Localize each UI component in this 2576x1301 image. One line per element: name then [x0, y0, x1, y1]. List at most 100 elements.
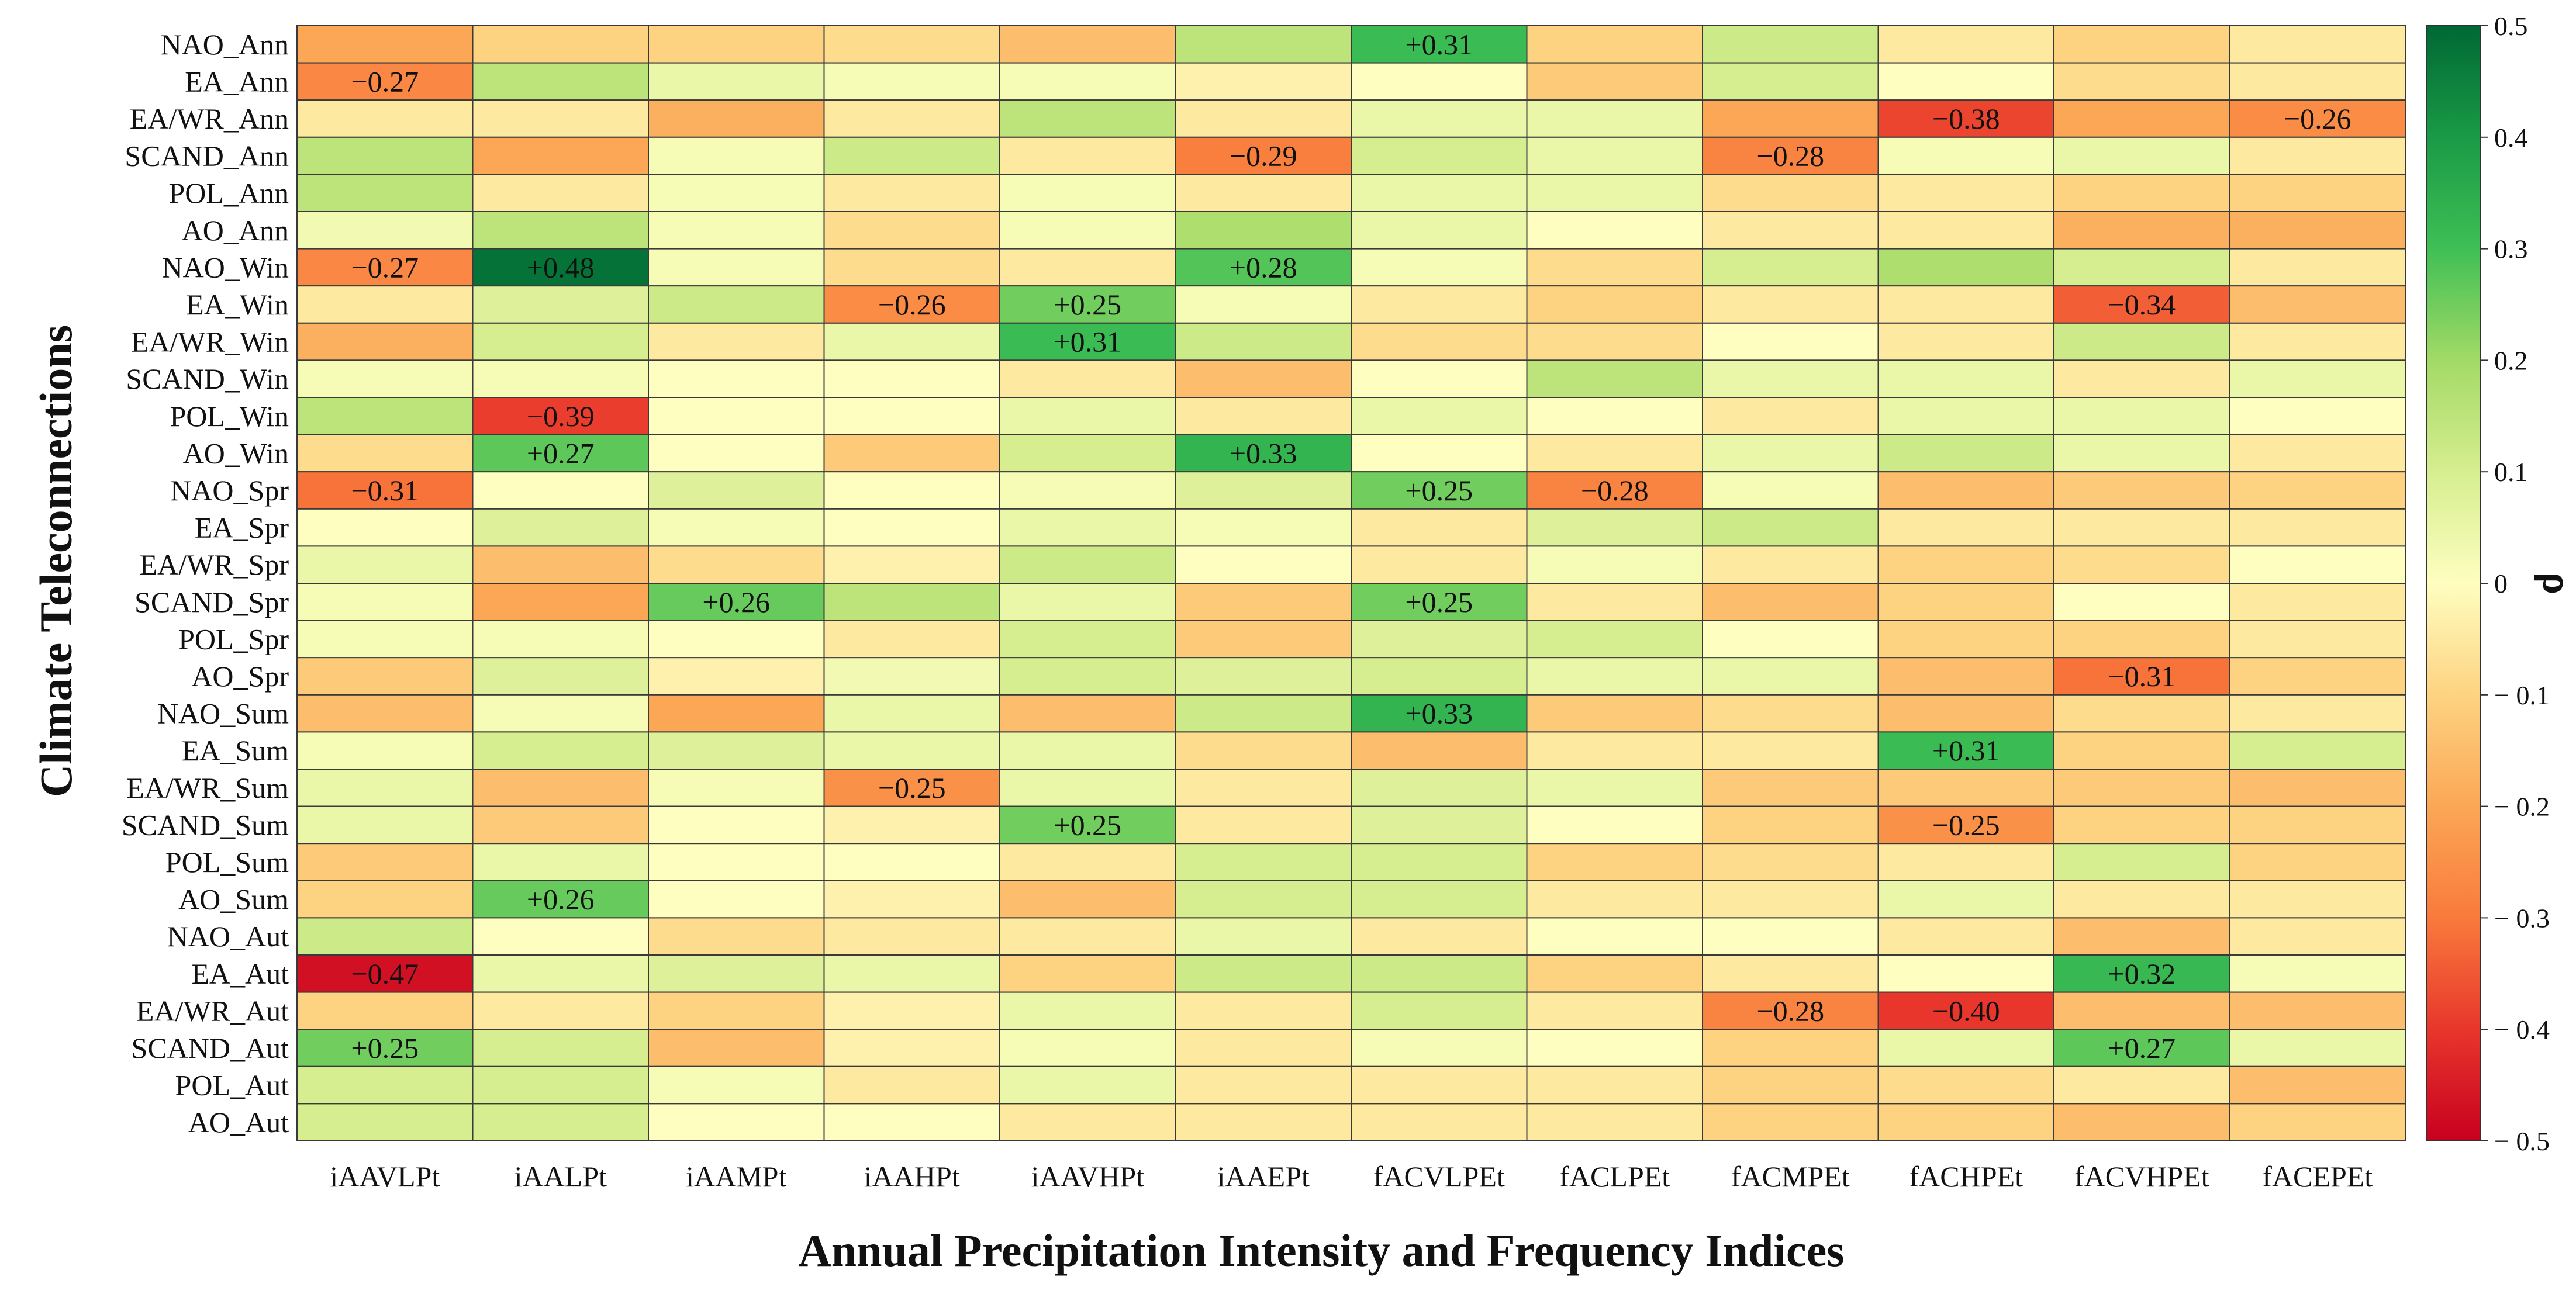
y-tick-label: EA/WR_Win — [131, 326, 289, 358]
heatmap-cell — [1703, 1103, 1879, 1141]
heatmap-cell — [2230, 583, 2406, 621]
colorbar-tick-label: 0 — [2494, 569, 2508, 598]
heatmap-cell — [1527, 397, 1703, 435]
cell-value-label: +0.26 — [702, 586, 770, 618]
heatmap-cell — [1176, 732, 1352, 769]
y-tick-label: AO_Sum — [178, 883, 289, 916]
cell-value-label: +0.27 — [527, 437, 595, 469]
heatmap-cell — [824, 137, 1000, 175]
heatmap-cell — [824, 63, 1000, 101]
heatmap-cell — [1351, 918, 1527, 955]
heatmap-cell — [1527, 1029, 1703, 1067]
heatmap-cell — [1000, 174, 1176, 212]
heatmap-cell — [1176, 286, 1352, 323]
cell-value-label: +0.28 — [1230, 251, 1297, 283]
heatmap-cell — [648, 397, 824, 435]
heatmap-cell — [2230, 1029, 2406, 1067]
heatmap-cell — [1351, 212, 1527, 249]
heatmap-cell — [648, 63, 824, 101]
heatmap-cell — [297, 546, 473, 583]
heatmap-cell — [473, 807, 649, 844]
x-tick-label: fACEPEt — [2262, 1160, 2373, 1193]
heatmap-cell — [2054, 509, 2230, 546]
heatmap-cell — [1879, 1103, 2054, 1141]
cell-value-label: +0.25 — [351, 1032, 419, 1064]
x-tick-label: iAAEPt — [1217, 1160, 1310, 1193]
y-tick-label: SCAND_Aut — [132, 1032, 289, 1064]
y-tick-label: EA/WR_Ann — [130, 102, 289, 135]
heatmap-cell — [1703, 881, 1879, 918]
heatmap-cell — [648, 1067, 824, 1104]
heatmap-cell — [1703, 323, 1879, 361]
y-tick-label: NAO_Spr — [170, 474, 289, 507]
heatmap-cell — [2230, 397, 2406, 435]
heatmap-cell — [824, 323, 1000, 361]
heatmap-cell — [297, 286, 473, 323]
heatmap-cell — [648, 1029, 824, 1067]
heatmap-cell — [1703, 1067, 1879, 1104]
cell-value-label: −0.31 — [2108, 660, 2176, 693]
heatmap-cell — [473, 360, 649, 397]
heatmap-cell — [824, 435, 1000, 472]
colorbar-tick-label: − 0.1 — [2494, 680, 2550, 710]
y-tick-label: AO_Ann — [182, 214, 289, 247]
heatmap-cell — [2054, 249, 2230, 286]
heatmap-cell — [1703, 658, 1879, 695]
heatmap-cell — [1703, 918, 1879, 955]
heatmap-cell — [297, 881, 473, 918]
heatmap-cell — [648, 992, 824, 1030]
heatmap-cell — [1000, 881, 1176, 918]
colorbar-tick-label: 0.1 — [2494, 457, 2528, 487]
colorbar-tick-label: − 0.4 — [2494, 1015, 2550, 1044]
heatmap-cell — [1527, 323, 1703, 361]
heatmap-cell — [1176, 174, 1352, 212]
heatmap-cell — [1351, 249, 1527, 286]
heatmap-cell — [648, 843, 824, 881]
y-tick-label: EA_Aut — [191, 957, 289, 990]
heatmap-cell — [1527, 918, 1703, 955]
heatmap-cell — [1527, 807, 1703, 844]
heatmap-cell — [2054, 100, 2230, 137]
heatmap-cell — [1000, 546, 1176, 583]
heatmap-cell — [1351, 397, 1527, 435]
x-tick-label: iAAVHPt — [1031, 1160, 1144, 1193]
heatmap-cell — [1000, 137, 1176, 175]
heatmap-cell — [1000, 212, 1176, 249]
heatmap-cell — [1703, 769, 1879, 807]
y-tick-label: AO_Spr — [191, 660, 289, 693]
heatmap-cell — [2054, 63, 2230, 101]
heatmap-cells — [297, 26, 2405, 1141]
heatmap-cell — [1879, 769, 2054, 807]
heatmap-cell — [297, 174, 473, 212]
heatmap-cell — [297, 435, 473, 472]
y-tick-label: POL_Win — [170, 400, 289, 432]
heatmap-cell — [1879, 843, 2054, 881]
heatmap-cell — [1703, 249, 1879, 286]
cell-value-label: −0.27 — [351, 65, 419, 98]
x-tick-label: fACLPEt — [1559, 1160, 1670, 1193]
cell-value-label: −0.40 — [1932, 994, 2000, 1027]
heatmap-cell — [2230, 212, 2406, 249]
y-tick-label: EA_Win — [186, 288, 289, 321]
heatmap-cell — [2230, 843, 2406, 881]
heatmap-cell — [1703, 397, 1879, 435]
heatmap-cell — [1351, 286, 1527, 323]
heatmap-cell — [1527, 658, 1703, 695]
heatmap-cell — [1703, 621, 1879, 658]
cell-value-label: −0.28 — [1756, 994, 1824, 1027]
heatmap-cell — [2230, 955, 2406, 992]
heatmap-cell — [1176, 807, 1352, 844]
heatmap-cell — [473, 732, 649, 769]
heatmap-cell — [2230, 1067, 2406, 1104]
heatmap-cell — [1000, 397, 1176, 435]
heatmap-cell — [1879, 26, 2054, 63]
heatmap-cell — [2054, 695, 2230, 732]
heatmap-cell — [2230, 769, 2406, 807]
heatmap-cell — [473, 1103, 649, 1141]
heatmap-cell — [1703, 472, 1879, 509]
heatmap-cell — [1703, 63, 1879, 101]
cell-value-label: −0.39 — [527, 400, 595, 432]
heatmap-cell — [473, 546, 649, 583]
heatmap-cell — [648, 769, 824, 807]
heatmap-cell — [473, 509, 649, 546]
